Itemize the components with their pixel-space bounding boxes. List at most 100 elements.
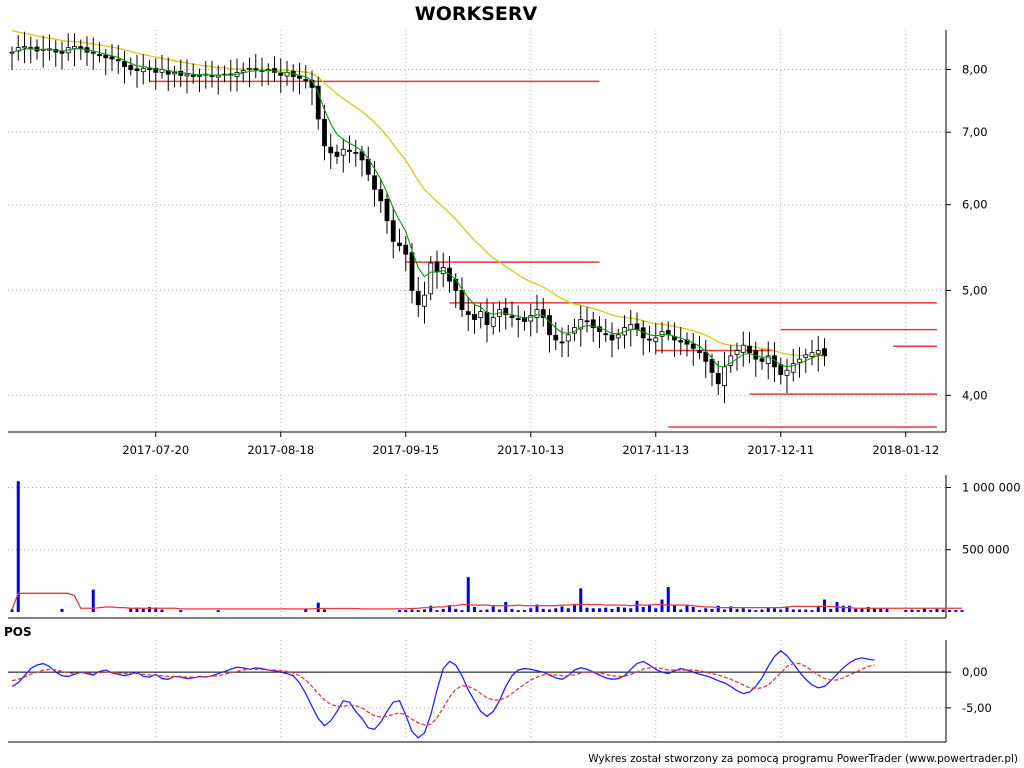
candle-body (797, 358, 802, 363)
volume-bar (879, 608, 883, 612)
price-x-tick-label: 2017-12-11 (747, 443, 814, 457)
volume-bar (754, 610, 758, 612)
candle-body (278, 72, 284, 76)
volume-bar (179, 610, 183, 612)
candle-body (328, 146, 334, 154)
volume-bar (510, 608, 514, 612)
volume-bar (435, 610, 439, 612)
long-moving-average-line (11, 29, 825, 357)
candle-body (134, 68, 140, 72)
volume-bar (16, 481, 20, 612)
price-y-tick-label: 6,00 (962, 198, 988, 212)
footer-credit: Wykres został stworzony za pomocą progra… (588, 753, 1018, 765)
candle-body (584, 320, 590, 323)
volume-bar (660, 599, 664, 612)
candle-body (603, 333, 609, 336)
price-y-tick-label: 4,00 (962, 388, 988, 402)
candle-body (90, 51, 96, 54)
candle-body (759, 358, 765, 362)
volume-bar (810, 610, 814, 612)
candle-body (484, 311, 490, 325)
candle-body (472, 313, 477, 320)
candle-body (247, 67, 252, 70)
candle-body (690, 343, 696, 349)
candle-body (503, 307, 509, 315)
candle-body (315, 85, 321, 120)
candle-body (240, 70, 246, 73)
price-y-tick-label: 5,00 (962, 283, 988, 297)
volume-bar (841, 605, 845, 612)
volume-bar (466, 577, 470, 612)
volume-bar (704, 608, 708, 612)
volume-bar (548, 609, 551, 612)
candle-body (778, 364, 784, 376)
volume-panel: 500 000 1 000 000 (8, 475, 1021, 619)
candle-body (734, 350, 740, 355)
volume-bar (760, 609, 764, 612)
volume-bar (573, 605, 576, 612)
candle-body (534, 309, 540, 318)
volume-bar (416, 610, 420, 612)
candle-body (703, 351, 709, 362)
candle-body (747, 345, 752, 354)
candle-body (190, 74, 196, 77)
candle-body (253, 68, 259, 71)
volume-bar (785, 606, 789, 612)
volume-bar (779, 609, 783, 612)
volume-bar (566, 608, 570, 612)
volume-bar (885, 608, 889, 612)
candle-body (103, 54, 109, 59)
candle-body (147, 68, 152, 71)
volume-bar (154, 607, 158, 612)
pos-y-tick-label: -5,00 (962, 701, 992, 715)
volume-bar (91, 589, 95, 612)
volume-bar (654, 608, 658, 612)
volume-bar (504, 602, 508, 612)
candle-body (197, 74, 202, 77)
candle-body (390, 220, 396, 242)
volume-bar (141, 608, 145, 612)
volume-bar (798, 609, 801, 612)
candle-body (590, 319, 596, 328)
volume-bar (916, 610, 920, 612)
pos-panel-label: POS (4, 625, 32, 639)
candle-body (340, 148, 346, 156)
candle-body (415, 291, 421, 306)
volume-bar (60, 608, 64, 612)
price-y-tick-label: 8,00 (962, 62, 988, 76)
volume-bar (748, 609, 751, 612)
candle-body (128, 65, 134, 70)
candle-body (715, 373, 721, 385)
candle-body (615, 334, 621, 339)
volume-bar (441, 608, 445, 612)
volume-bar (923, 608, 926, 612)
candle-body (740, 344, 746, 353)
volume-bar (398, 610, 401, 612)
volume-bar (473, 607, 476, 612)
pos-signal-line (11, 662, 875, 726)
candle-body (378, 189, 384, 202)
candle-body (172, 71, 177, 75)
candle-body (465, 311, 471, 315)
volume-bar (698, 610, 701, 612)
volume-bar (829, 608, 833, 612)
price-x-tick-label: 2018-01-12 (872, 443, 939, 457)
candle-body (609, 334, 615, 341)
volume-bar (491, 606, 495, 612)
volume-bar (635, 600, 639, 612)
candle-body (528, 315, 534, 322)
candle-body (490, 317, 496, 327)
volume-bar (623, 607, 626, 612)
candle-body (653, 337, 659, 342)
candle-body (540, 309, 546, 318)
volume-bar (766, 607, 770, 612)
volume-bar (523, 610, 526, 612)
volume-bar (854, 608, 858, 612)
volume-bar (816, 605, 820, 612)
volume-bar (741, 608, 745, 612)
volume-bar (729, 606, 733, 612)
volume-bar (679, 609, 683, 612)
volume-bar (316, 602, 320, 612)
volume-bar (535, 604, 539, 612)
volume-bar (404, 610, 408, 612)
